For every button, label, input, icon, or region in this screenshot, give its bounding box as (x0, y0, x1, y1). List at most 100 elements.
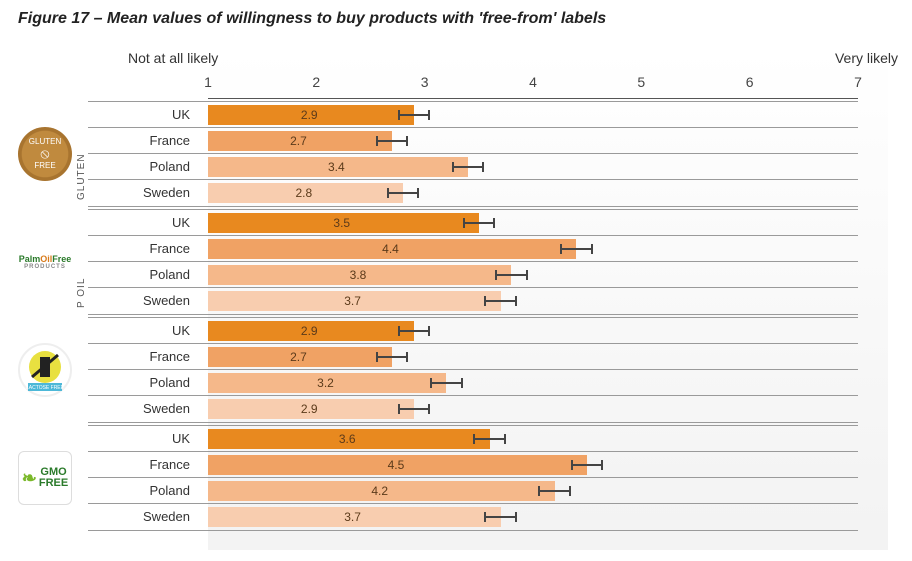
chart: GLUTEN GLUTEN⦸FREE P OIL PalmOilFreePRODUCT… (18, 50, 894, 550)
lactose-free-icon: LACTOSE FREE (18, 343, 72, 397)
country-label: Sweden (88, 180, 198, 206)
country-label: France (88, 128, 198, 154)
error-bar (452, 166, 485, 168)
country-label: UK (88, 210, 198, 236)
axis-tick: 6 (746, 74, 754, 90)
axis-tick: 1 (204, 74, 212, 90)
error-bar (560, 248, 593, 250)
error-bar (463, 222, 496, 224)
row-divider (88, 287, 858, 288)
bar-row: UK2.9 (208, 318, 888, 344)
error-bar (484, 300, 517, 302)
bar-row: Poland3.2 (208, 370, 888, 396)
country-label: Sweden (88, 288, 198, 314)
row-divider (88, 425, 858, 426)
bar-row: France2.7 (208, 128, 888, 154)
bar-row: Sweden2.9 (208, 396, 888, 422)
bar-row: France4.5 (208, 452, 888, 478)
bar-value-label: 4.2 (371, 478, 388, 504)
error-bar (376, 356, 409, 358)
group-vertical-label: GLUTEN (76, 108, 87, 200)
row-divider (88, 261, 858, 262)
row-divider (88, 235, 858, 236)
bar-value-label: 3.6 (339, 426, 356, 452)
row-divider (88, 503, 858, 504)
error-bar (387, 192, 420, 194)
error-bar (484, 516, 517, 518)
country-label: Poland (88, 262, 198, 288)
bar-row: Poland4.2 (208, 478, 888, 504)
axis-label-max: Very likely (835, 50, 898, 66)
country-label: UK (88, 318, 198, 344)
error-bar (430, 382, 463, 384)
error-bar (473, 438, 506, 440)
error-bar (538, 490, 571, 492)
country-label: UK (88, 426, 198, 452)
country-label: Sweden (88, 504, 198, 530)
row-divider (88, 369, 858, 370)
svg-text:LACTOSE FREE: LACTOSE FREE (26, 385, 65, 391)
error-bar (571, 464, 604, 466)
axis-line (208, 98, 858, 99)
country-label: Poland (88, 478, 198, 504)
row-divider (88, 101, 858, 102)
palm-oil-free-icon: PalmOilFreePRODUCTS (18, 235, 72, 289)
bar-value-label: 3.4 (328, 154, 345, 180)
row-divider (88, 451, 858, 452)
row-divider (88, 314, 858, 315)
row-divider (88, 206, 858, 207)
error-bar (398, 330, 431, 332)
bar-row: France2.7 (208, 344, 888, 370)
axis-ticks: 1234567 (208, 74, 888, 98)
gluten-free-icon: GLUTEN⦸FREE (18, 127, 72, 181)
country-label: Poland (88, 370, 198, 396)
figure-title: Figure 17 – Mean values of willingness t… (18, 10, 606, 28)
bar-value-label: 4.4 (382, 236, 399, 262)
country-label: France (88, 236, 198, 262)
axis-label-min: Not at all likely (128, 50, 218, 66)
country-label: France (88, 344, 198, 370)
badge-column: GLUTEN GLUTEN⦸FREE P OIL PalmOilFreePRODUCT… (18, 50, 88, 550)
row-divider (88, 153, 858, 154)
row-divider (88, 477, 858, 478)
bar-value-label: 3.7 (344, 288, 361, 314)
bar-row: France4.4 (208, 236, 888, 262)
error-bar (495, 274, 528, 276)
bar-row: Sweden2.8 (208, 180, 888, 206)
row-divider (88, 530, 858, 531)
bar-value-label: 3.7 (344, 504, 361, 530)
row-divider (88, 209, 858, 210)
bar-value-label: 2.8 (296, 180, 313, 206)
country-label: Sweden (88, 396, 198, 422)
row-divider (88, 317, 858, 318)
axis-tick: 7 (854, 74, 862, 90)
bar-value-label: 2.7 (290, 344, 307, 370)
bar-row: Sweden3.7 (208, 288, 888, 314)
bar-row: Poland3.4 (208, 154, 888, 180)
country-label: Poland (88, 154, 198, 180)
row-divider (88, 179, 858, 180)
bar-row: UK2.9 (208, 102, 888, 128)
country-label: UK (88, 102, 198, 128)
gmo-free-icon: ❧GMOFREE (18, 451, 72, 505)
bar-value-label: 3.2 (317, 370, 334, 396)
bar-value-label: 2.9 (301, 102, 318, 128)
row-divider (88, 127, 858, 128)
bar-value-label: 2.7 (290, 128, 307, 154)
country-label: France (88, 452, 198, 478)
plot-area: Not at all likely Very likely 1234567 UK… (208, 50, 888, 550)
bar-row: UK3.6 (208, 426, 888, 452)
bar-row: UK3.5 (208, 210, 888, 236)
row-divider (88, 343, 858, 344)
axis-tick: 5 (637, 74, 645, 90)
bar-value-label: 3.8 (350, 262, 367, 288)
bar-row: Poland3.8 (208, 262, 888, 288)
bar-value-label: 2.9 (301, 396, 318, 422)
group-vertical-label: P OIL (76, 216, 87, 308)
axis-tick: 3 (421, 74, 429, 90)
bar-value-label: 4.5 (388, 452, 405, 478)
error-bar (376, 140, 409, 142)
axis-tick: 2 (312, 74, 320, 90)
error-bar (398, 408, 431, 410)
axis-tick: 4 (529, 74, 537, 90)
